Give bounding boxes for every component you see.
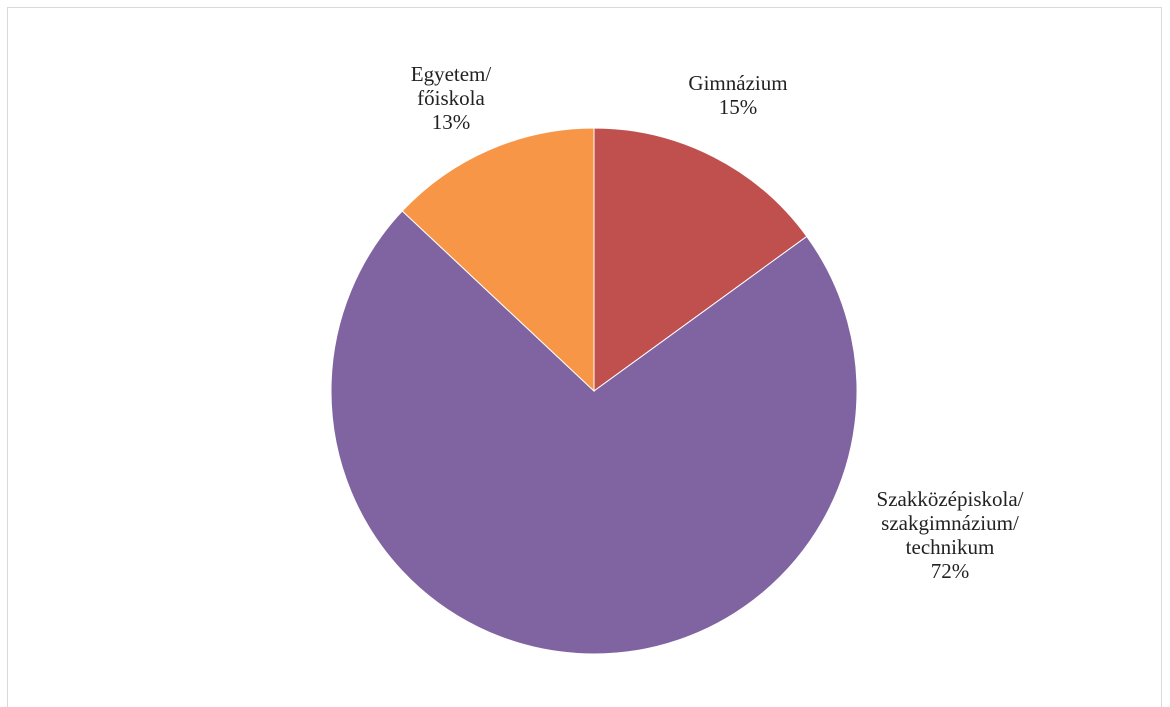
slice-label-szakkozepiskola-name-1: Szakközépiskola/ xyxy=(876,487,1024,511)
slice-label-egyetem-name-2: főiskola xyxy=(417,86,485,110)
slice-label-gimnazium-value: 15% xyxy=(718,95,758,119)
slice-label-egyetem-name-1: Egyetem/ xyxy=(410,62,492,86)
slice-label-szakkozepiskola-name-3: technikum xyxy=(905,535,995,559)
slice-szakkozepiskola xyxy=(330,210,858,655)
slice-label-egyetem: Egyetem/ főiskola 13% xyxy=(411,62,491,134)
chart-area xyxy=(7,7,1162,707)
slice-label-egyetem-value: 13% xyxy=(431,110,471,134)
slice-label-szakkozepiskola-name-2: szakgimnázium/ xyxy=(881,511,1019,535)
slice-label-gimnazium: Gimnázium 15% xyxy=(688,71,787,119)
slice-label-szakkozepiskola: Szakközépiskola/ szakgimnázium/ techniku… xyxy=(877,487,1024,583)
slice-label-szakkozepiskola-value: 72% xyxy=(930,559,970,583)
slice-gimnazium xyxy=(593,127,808,392)
slice-egyetem xyxy=(401,127,595,393)
slice-label-gimnazium-name: Gimnázium xyxy=(688,71,788,95)
